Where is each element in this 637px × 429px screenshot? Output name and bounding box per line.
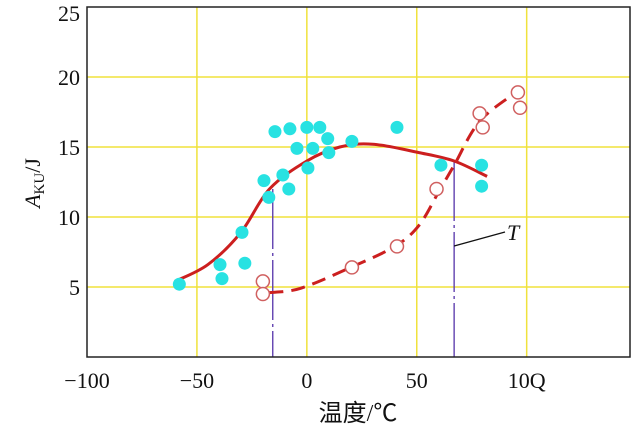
y-label-unit: /J	[20, 158, 45, 173]
filled-data-point	[283, 122, 297, 136]
filled-data-point	[257, 174, 271, 188]
dashed-fit-curve	[269, 86, 524, 295]
filled-data-point	[213, 258, 227, 272]
y-tick-label: 20	[58, 65, 80, 90]
filled-data-point	[313, 120, 327, 134]
y-ticks: 5 10 15 20 25	[58, 1, 80, 300]
x-tick-label: −100	[64, 368, 109, 393]
annotation-leader	[453, 231, 506, 247]
y-tick-label: 5	[69, 275, 80, 300]
filled-data-point	[301, 161, 315, 175]
data-points	[172, 85, 528, 302]
transition-markers	[272, 161, 455, 357]
filled-data-point	[290, 141, 304, 155]
open-data-point	[472, 106, 487, 121]
filled-data-point	[434, 158, 448, 172]
open-data-point	[344, 260, 360, 275]
filled-data-point	[475, 158, 489, 172]
open-data-point	[255, 274, 271, 289]
filled-data-point	[276, 168, 290, 182]
open-data-point	[429, 181, 444, 197]
open-data-point	[389, 239, 405, 254]
filled-data-point	[238, 256, 252, 270]
filled-data-point	[475, 179, 489, 193]
filled-data-point	[235, 225, 249, 239]
open-data-point	[475, 120, 490, 135]
y-label-main: A	[20, 194, 45, 210]
open-data-point	[512, 100, 528, 116]
filled-data-point	[282, 182, 296, 196]
filled-data-point	[262, 190, 276, 204]
x-tick-label: 50	[406, 368, 428, 393]
x-ticks: −100 −50 0 50 10Q	[64, 368, 545, 393]
y-tick-label: 15	[58, 135, 80, 160]
filled-data-point	[322, 146, 336, 160]
filled-data-point	[215, 272, 229, 286]
filled-data-point	[321, 132, 335, 146]
plot-frame	[86, 6, 631, 358]
filled-data-point	[268, 125, 282, 139]
annotation-t: T	[507, 220, 521, 245]
filled-data-point	[390, 120, 404, 134]
filled-data-point	[300, 120, 314, 134]
x-axis-label: 温度/℃	[319, 400, 398, 427]
y-axis-label: AKU/J	[20, 158, 48, 210]
open-data-point	[510, 85, 526, 100]
open-data-point	[255, 286, 271, 302]
grid	[87, 7, 630, 357]
filled-data-point	[306, 141, 320, 155]
x-tick-label: 10Q	[508, 368, 546, 393]
y-label-sub: KU	[32, 173, 48, 195]
x-tick-label: 0	[301, 368, 312, 393]
x-tick-label: −50	[180, 368, 214, 393]
y-tick-label: 10	[58, 205, 80, 230]
y-tick-label: 25	[58, 1, 80, 26]
filled-data-point	[172, 277, 186, 291]
filled-data-point	[345, 134, 359, 148]
